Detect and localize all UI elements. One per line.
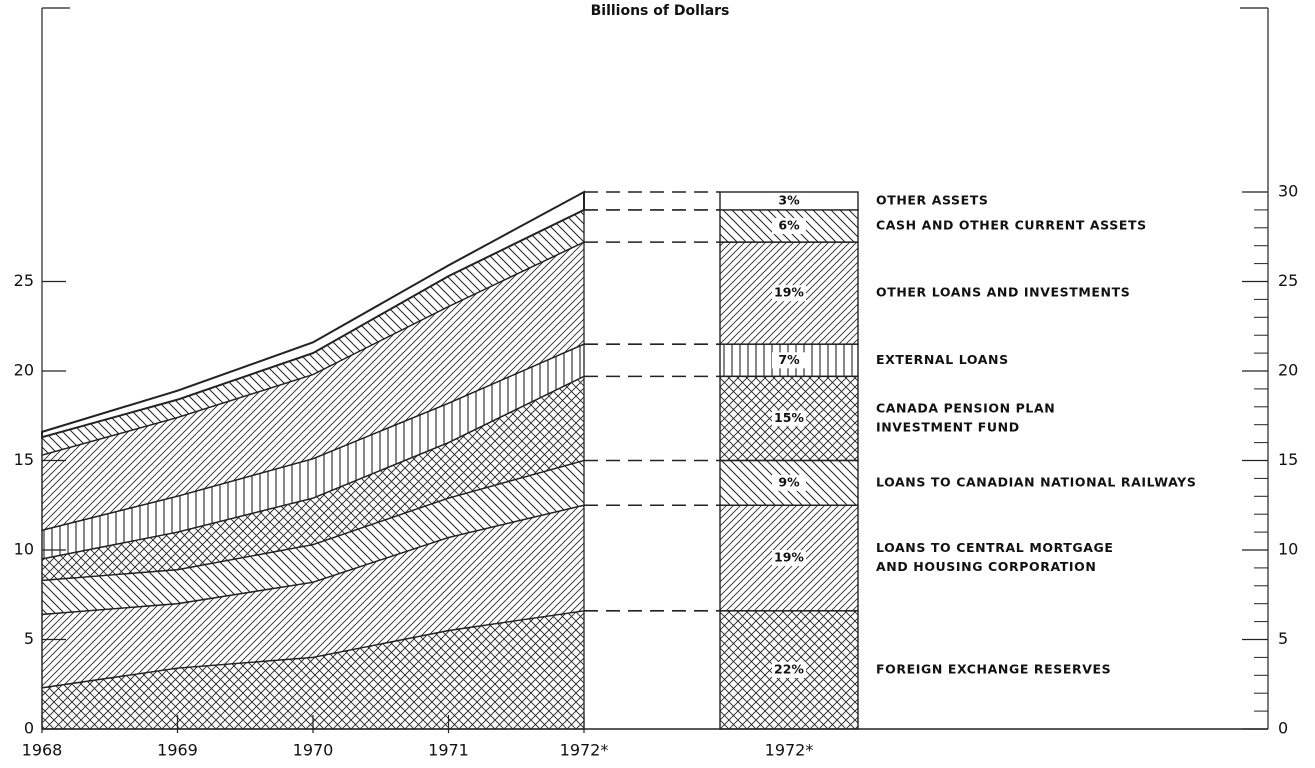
legend-label: OTHER LOANS AND INVESTMENTS	[876, 285, 1130, 300]
legend-label: EXTERNAL LOANS	[876, 352, 1009, 367]
share-label: 19%	[774, 550, 804, 565]
y-tick-label: 0	[24, 719, 34, 738]
y-tick-label: 5	[24, 629, 34, 648]
share-label: 19%	[774, 285, 804, 300]
x-tick-label: 1969	[157, 741, 198, 760]
share-label: 7%	[778, 352, 800, 367]
y2-tick-label: 0	[1278, 719, 1288, 738]
y-tick-label: 20	[14, 361, 34, 380]
legend-label: LOANS TO CENTRAL MORTGAGE	[876, 540, 1114, 555]
share-label: 15%	[774, 410, 804, 425]
legend-label: INVESTMENT FUND	[876, 419, 1020, 434]
bar-category-label: 1972*	[765, 741, 814, 760]
chart-title: Billions of Dollars	[591, 3, 730, 19]
y2-tick-label: 30	[1278, 182, 1298, 201]
y2-tick-label: 15	[1278, 450, 1298, 469]
legend-label: FOREIGN EXCHANGE RESERVES	[876, 661, 1111, 676]
share-label-bg	[772, 352, 806, 369]
x-tick-label: 1970	[293, 741, 334, 760]
y2-tick-label: 5	[1278, 629, 1288, 648]
share-label: 22%	[774, 661, 804, 676]
share-label: 3%	[778, 192, 800, 207]
share-label-bg	[772, 661, 806, 678]
legend-label: CANADA PENSION PLAN	[876, 400, 1055, 415]
x-tick-label: 1971	[428, 741, 469, 760]
share-label-bg	[772, 474, 806, 491]
share-label-bg	[772, 410, 806, 427]
y2-tick-label: 20	[1278, 361, 1298, 380]
x-tick-label: 1968	[22, 741, 63, 760]
share-label-bg	[772, 218, 806, 235]
y-tick-label: 25	[14, 271, 34, 290]
y2-tick-label: 10	[1278, 540, 1298, 559]
y-tick-label: 10	[14, 540, 34, 559]
share-label: 9%	[778, 474, 800, 489]
share-label-bg	[772, 192, 806, 209]
legend-label: LOANS TO CANADIAN NATIONAL RAILWAYS	[876, 474, 1196, 489]
share-label: 6%	[778, 218, 800, 233]
share-label-bg	[772, 285, 806, 302]
x-tick-label: 1972*	[560, 741, 609, 760]
y2-tick-label: 25	[1278, 271, 1298, 290]
y-tick-label: 15	[14, 450, 34, 469]
legend-label: OTHER ASSETS	[876, 192, 989, 207]
area	[41, 190, 585, 439]
share-label-bg	[772, 550, 806, 567]
legend-label: AND HOUSING CORPORATION	[876, 559, 1096, 574]
legend-label: CASH AND OTHER CURRENT ASSETS	[876, 218, 1147, 233]
